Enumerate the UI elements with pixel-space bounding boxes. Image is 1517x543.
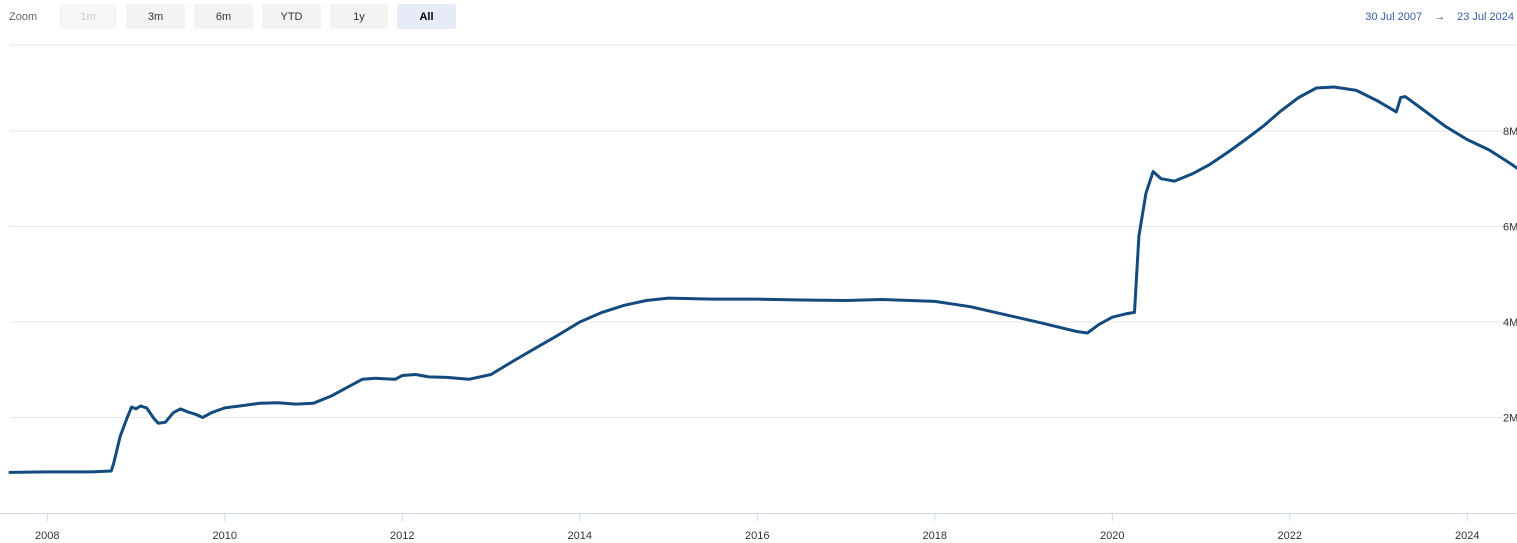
- y-axis: 2M 4M 6M 8M: [1503, 126, 1517, 425]
- x-tick-label: 2022: [1278, 530, 1302, 542]
- y-tick-label: 8M: [1503, 126, 1517, 138]
- x-tick-label: 2012: [390, 530, 414, 542]
- x-tick-label: 2010: [213, 530, 237, 542]
- grid-lines: [10, 131, 1517, 418]
- y-tick-label: 4M: [1503, 317, 1517, 329]
- x-tick-label: 2016: [745, 530, 769, 542]
- x-tick-label: 2024: [1455, 530, 1479, 542]
- x-tick-label: 2008: [35, 530, 59, 542]
- x-axis: 2008 2010 2012 2014 2016 2018 2020 2022 2024: [35, 513, 1480, 542]
- y-tick-label: 2M: [1503, 412, 1517, 424]
- y-tick-label: 6M: [1503, 221, 1517, 233]
- series-line[interactable]: [10, 87, 1517, 472]
- x-tick-label: 2018: [923, 530, 947, 542]
- x-tick-label: 2014: [568, 530, 592, 542]
- x-tick-label: 2020: [1100, 530, 1124, 542]
